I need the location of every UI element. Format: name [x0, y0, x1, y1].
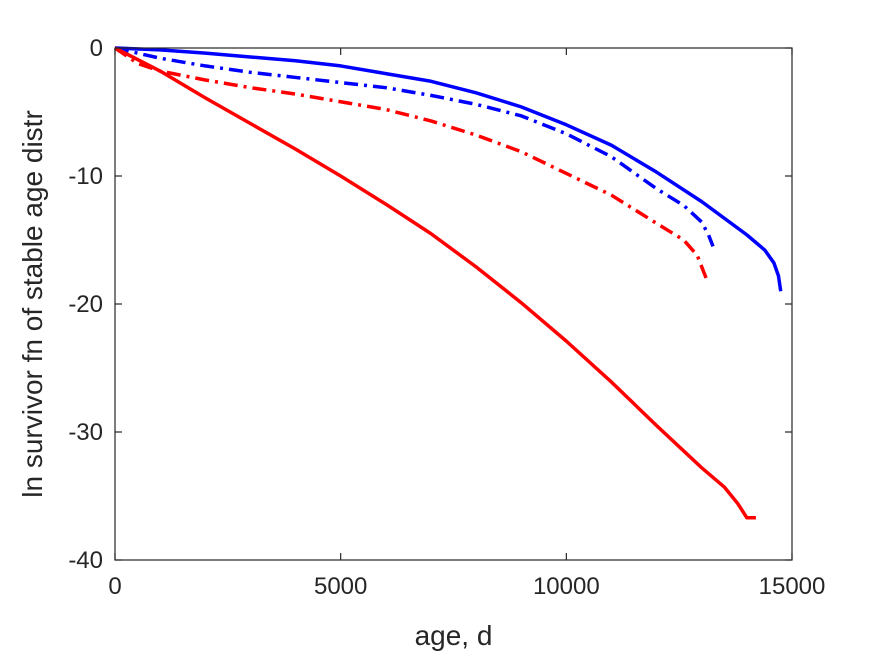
plot-area-background: [115, 48, 792, 560]
series-line-2: [114, 46, 715, 248]
y-tick-label: 0: [90, 35, 103, 62]
y-tick-label: -30: [68, 419, 103, 446]
x-axis-label: age, d: [415, 620, 493, 651]
x-tick-label: 15000: [759, 573, 826, 600]
ticks-layer: 0 5000 10000 15000 -40 -30 -20 -10 0: [68, 35, 825, 600]
series-line-3: [114, 46, 708, 280]
y-tick-label: -10: [68, 163, 103, 190]
series-line-1: [114, 46, 783, 292]
x-tick-label: 10000: [533, 573, 600, 600]
series-layer: [114, 46, 783, 520]
y-tick-label: -40: [68, 547, 103, 574]
y-axis-label: ln survivor fn of stable age distr: [17, 110, 48, 498]
x-tick-label: 0: [108, 573, 121, 600]
series-line-4: [114, 46, 756, 520]
y-tick-label: -20: [68, 291, 103, 318]
x-tick-label: 5000: [314, 573, 367, 600]
